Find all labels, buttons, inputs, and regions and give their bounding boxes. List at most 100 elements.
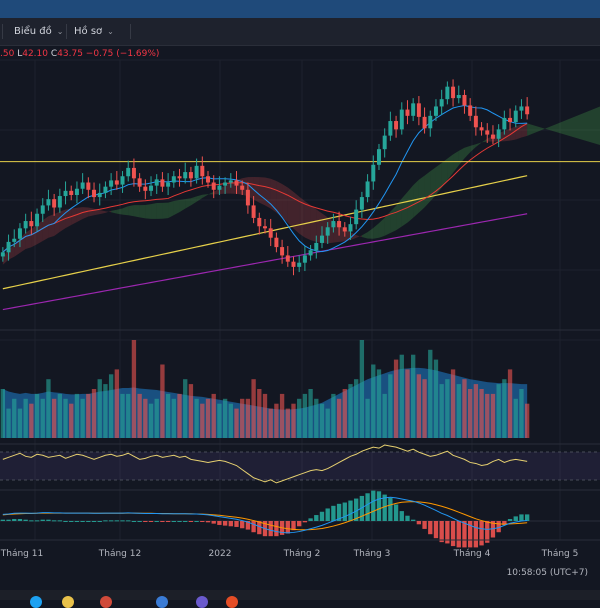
volume-bar [285,408,290,438]
macd-histogram-bar [257,521,262,535]
candle-body [92,189,97,198]
candle-body [63,190,68,197]
cloud-segment [259,177,265,206]
candle-body [23,221,28,229]
candle-body [171,176,176,183]
candle-body [525,106,530,115]
cloud-segment [88,207,95,217]
taskbar-app-icon[interactable] [30,596,42,608]
cloud-segment [293,191,300,234]
volume-bar [211,393,216,438]
taskbar-app-icon[interactable] [156,596,168,608]
macd-histogram-bar [376,491,382,521]
volume-bar [103,384,108,438]
volume-bar [126,393,131,438]
volume-bar [34,393,40,438]
taskbar-app-icon[interactable] [196,596,208,608]
volume-bar [6,408,11,438]
cloud-segment [464,145,471,159]
close-value: 43.75 [57,49,83,59]
menu-divider [2,24,3,39]
macd-histogram-bar [354,498,359,521]
taskbar [0,590,600,600]
candle-body [297,262,302,267]
time-axis-label: Tháng 4 [453,549,491,559]
macd-histogram-bar [126,520,131,522]
taskbar-app-icon[interactable] [226,596,238,608]
macd-histogram-bar [205,521,211,523]
macd-histogram-bar [211,521,216,524]
cloud-segment [99,210,106,215]
macd-histogram-bar [57,520,63,522]
macd-histogram-bar [342,502,347,521]
cloud-segment [458,147,465,166]
candle-body [74,188,79,195]
candle-body [149,185,154,191]
cloud-segment [390,205,397,234]
ma-fast-line [2,105,528,253]
cloud-segment [14,238,20,257]
macd-histogram-bar [222,521,228,526]
menu-divider [130,24,131,39]
time-axis-label: Tháng 11 [0,549,43,559]
candle-body [302,255,307,263]
volume-bar [388,374,393,438]
candle-body [114,180,119,185]
taskbar-app-icon[interactable] [62,596,74,608]
macd-histogram-bar [103,520,108,522]
price-chart[interactable]: Tháng 11 Tháng 12 2022 Tháng 2 Tháng 3 Tháng … [0,0,600,590]
macd-histogram-bar [74,521,80,522]
macd-histogram-bar [137,521,142,522]
macd-histogram-bar [485,521,490,543]
macd-histogram-bar [171,521,176,522]
candle-body [251,205,256,218]
taskbar-app-icon[interactable] [100,596,112,608]
volume-bar [314,398,319,438]
cloud-segment [190,196,197,206]
volume-bar [485,393,490,438]
candle-body [109,180,114,187]
candle-body [394,121,399,130]
macd-histogram-bar [251,521,256,533]
candle-body [502,117,507,130]
macd-histogram-bar [331,505,336,521]
volume-bar [160,364,165,438]
cloud-segment [48,214,55,238]
macd-histogram-bar [69,521,74,522]
macd-histogram-bar [217,521,222,525]
macd-histogram-bar [154,521,159,522]
volume-bar [342,389,347,438]
volume-bar [97,379,102,438]
macd-histogram-bar [148,521,154,522]
chevron-down-icon[interactable]: ⌄ [56,27,64,36]
cloud-segment [270,178,277,213]
candle-body [428,115,433,129]
macd-histogram-bar [422,521,427,529]
volume-bar [519,389,524,438]
macd-histogram-bar [143,521,148,522]
macd-histogram-bar [120,520,125,522]
menu-chart[interactable]: Biểu đồ ⌄ [14,18,63,45]
volume-bar [376,369,382,438]
cloud-segment [202,194,209,198]
candle-body [17,228,22,239]
menu-profile[interactable]: Hồ sơ ⌄ [74,18,114,45]
cloud-segment [407,185,414,223]
candle-body [388,121,393,136]
macd-histogram-bar [268,521,273,537]
macd-histogram-bar [6,519,11,521]
time-axis-label: 2022 [209,549,232,559]
cloud-segment [344,228,351,242]
candle-body [479,127,484,131]
volume-bar [348,384,353,438]
chevron-down-icon[interactable]: ⌄ [107,27,114,36]
cloud-segment [413,179,419,218]
cloud-segment [139,204,146,219]
candle-body [445,86,450,100]
volume-bar [262,393,268,438]
macd-histogram-bar [411,519,416,521]
macd-histogram-bar [348,500,353,521]
menu-profile-label: Hồ sơ [74,26,103,37]
volume-bar [86,393,91,438]
volume-bar [245,398,251,438]
